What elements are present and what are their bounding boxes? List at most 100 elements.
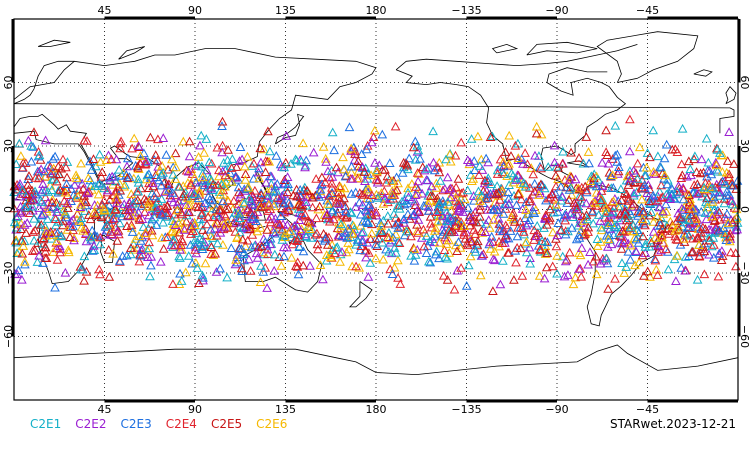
observation-marker (413, 176, 423, 186)
observation-marker (145, 132, 156, 142)
observation-marker (170, 148, 181, 158)
observation-marker (85, 175, 96, 185)
observation-marker (144, 197, 154, 207)
observation-marker (40, 221, 51, 231)
observation-marker (724, 127, 734, 136)
observation-marker (176, 240, 187, 249)
observation-marker (602, 258, 613, 268)
observation-marker (476, 226, 487, 236)
observation-marker (625, 240, 636, 250)
observation-marker (442, 197, 453, 206)
observation-marker (465, 157, 475, 167)
observation-marker (717, 150, 728, 159)
observation-marker (630, 168, 641, 177)
observation-marker (263, 197, 274, 207)
observation-marker (156, 194, 167, 203)
observation-marker (511, 173, 521, 183)
observation-marker (545, 204, 555, 214)
observation-marker (236, 263, 247, 273)
observation-marker (86, 165, 97, 174)
observation-marker (9, 217, 20, 227)
observation-marker (172, 204, 183, 213)
observation-marker (475, 270, 486, 280)
observation-marker (707, 241, 717, 251)
observation-marker (425, 257, 436, 267)
observation-marker (269, 249, 280, 259)
observation-marker (579, 216, 589, 225)
observation-marker (690, 151, 700, 161)
observation-marker (699, 269, 710, 279)
observation-marker (17, 185, 28, 195)
observation-marker (86, 234, 97, 244)
observation-marker (248, 199, 259, 209)
observation-marker (687, 203, 698, 213)
observation-marker (444, 149, 455, 159)
observation-marker (295, 225, 306, 235)
observation-marker (327, 205, 338, 215)
observation-marker (462, 155, 473, 164)
observation-marker (122, 161, 132, 171)
observation-marker (62, 190, 73, 199)
observation-marker (76, 213, 87, 222)
observation-marker (630, 246, 641, 255)
observation-marker (237, 266, 248, 275)
observation-marker (441, 239, 452, 248)
observation-marker (724, 169, 734, 179)
observation-marker (509, 217, 520, 226)
observation-marker (542, 248, 553, 257)
observation-marker (613, 201, 624, 211)
observation-marker (428, 157, 439, 167)
observation-marker (111, 198, 122, 207)
observation-marker (174, 251, 184, 261)
observation-marker (596, 225, 607, 235)
observation-marker (602, 242, 613, 251)
observation-marker (190, 201, 201, 211)
observation-marker (552, 230, 563, 240)
observation-marker (575, 250, 586, 260)
observation-marker (327, 207, 338, 216)
observation-marker (504, 130, 515, 140)
observation-marker (608, 182, 619, 192)
observation-marker (312, 228, 322, 238)
observation-marker (683, 200, 694, 209)
observation-marker (702, 171, 712, 181)
observation-marker (515, 243, 526, 253)
observation-marker (183, 200, 194, 209)
observation-marker (256, 241, 267, 251)
observation-marker (489, 255, 500, 265)
observation-marker (210, 248, 221, 258)
observation-marker (564, 185, 575, 194)
observation-marker (93, 189, 104, 199)
observation-marker (301, 232, 312, 241)
observation-marker (661, 244, 671, 254)
observation-marker (662, 179, 673, 189)
observation-marker (23, 184, 34, 194)
observation-marker (639, 180, 650, 189)
observation-marker (576, 271, 587, 281)
observation-marker (621, 215, 632, 225)
observation-marker (258, 266, 269, 276)
observation-marker (66, 183, 77, 193)
observation-marker (677, 203, 687, 213)
observation-marker (231, 162, 242, 171)
observation-marker (168, 169, 178, 179)
observation-marker (184, 151, 195, 161)
observation-marker (181, 216, 192, 226)
observation-marker (115, 143, 125, 153)
observation-marker (135, 235, 146, 245)
observation-marker (608, 202, 619, 212)
observation-marker (46, 185, 57, 194)
observation-marker (710, 157, 721, 167)
observation-marker (671, 276, 681, 285)
observation-marker (698, 222, 708, 232)
observation-marker (141, 195, 152, 205)
observation-marker (608, 196, 619, 206)
observation-marker (616, 243, 627, 253)
observation-marker (134, 213, 145, 223)
observation-marker (521, 220, 532, 230)
observation-marker (82, 187, 92, 197)
observation-marker (298, 138, 308, 148)
observation-marker (479, 178, 490, 188)
observation-marker (328, 214, 339, 224)
observation-marker (275, 211, 286, 220)
